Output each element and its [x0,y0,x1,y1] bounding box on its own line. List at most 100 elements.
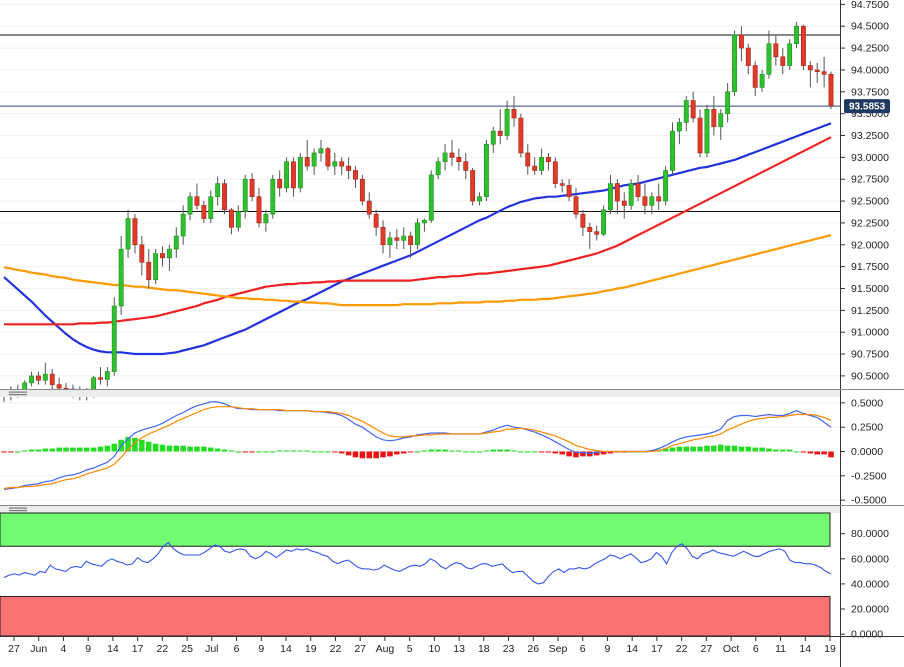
candle-body [394,237,400,241]
price-y-axis: 94.750094.500094.250094.000093.750093.50… [840,0,889,382]
x-tick-label: 19 [305,643,317,655]
candle [773,34,779,66]
macd-histogram-bar [435,449,441,452]
candle [614,179,620,215]
candle [490,126,496,153]
rsi-line-path [3,541,832,585]
candle [552,157,558,188]
macd-histogram-bar [607,451,614,454]
x-tick-label: 10 [429,643,441,655]
candle [780,48,786,75]
macd-histogram-bar [421,450,428,452]
candle [787,39,793,70]
price-tick-label: 91.0000 [851,327,889,339]
candle [718,109,724,140]
price-tick-label: 94.0000 [851,64,889,76]
x-tick-label: 6 [753,643,759,655]
x-tick-label: 22 [676,643,688,655]
x-tick-label: 27 [701,643,713,655]
candle [339,157,345,175]
candle [518,113,524,158]
macd-histogram-bar [786,449,793,452]
macd-histogram-bar [77,447,83,452]
candle [401,227,407,250]
macd-tick-label: 0.2500 [851,422,883,434]
macd-histogram-bar [476,451,483,453]
macd-histogram-bar [221,449,228,452]
candle-body [166,248,172,259]
candle-body [546,157,551,163]
candle [504,100,510,140]
candle-body [125,218,131,250]
candle [608,174,613,215]
candle [36,371,41,385]
macd-histogram-bar [318,451,324,453]
macd-gridlines [0,402,840,501]
macd-histogram-bar [662,448,669,452]
x-tick-label: 14 [626,643,638,655]
candle [111,297,117,376]
candle [415,218,420,250]
candle-body [42,373,48,381]
candle-body [566,185,572,197]
candle-body [318,148,324,154]
candle-body [291,161,296,189]
candle [656,183,662,210]
candle-body [511,108,517,119]
candle [628,179,634,210]
panel-separator-2[interactable] [0,505,840,513]
candle-body [242,178,248,212]
candle-body [311,152,317,167]
macd-histogram-bar [690,446,696,452]
macd-histogram-bar [173,445,180,452]
candle [29,371,35,387]
price-tick-label: 94.7500 [851,0,889,11]
candle [442,144,448,171]
candle [311,148,317,175]
macd-histogram-bar [283,450,290,452]
macd-histogram-bar [428,449,435,452]
candle [807,61,813,88]
candle-body [215,183,221,197]
candle [800,24,806,70]
candle [573,187,579,219]
macd-histogram-bar [373,451,379,459]
macd-histogram-bar [683,446,690,452]
candle-body [490,130,496,145]
macd-histogram-bar [676,446,683,452]
candle [711,96,717,136]
moving-average-line-1 [3,122,832,356]
macd-histogram-bar [669,447,676,452]
macd-histogram-bar [387,451,393,457]
candle-body [601,209,607,235]
candle-body [780,56,786,66]
candle-body [821,71,827,75]
macd-histogram-bar [717,444,724,452]
candle-body [773,43,779,58]
candle-body [628,183,634,206]
price-tick-label: 92.2500 [851,217,889,229]
candle [497,109,503,145]
macd-histogram-bar [828,451,834,458]
candle-body [697,117,703,154]
macd-histogram-bar [159,444,166,452]
panel-separator-1[interactable] [0,389,840,397]
macd-histogram-bar [35,449,42,452]
x-tick-label: 4 [61,643,67,655]
macd-histogram-bar [731,445,738,452]
candle-body [339,161,345,167]
macd-histogram-bar [180,445,186,452]
candle [821,56,827,88]
candle-body [256,196,262,224]
candle [228,208,234,235]
candle-body [552,161,558,184]
macd-histogram-bar [504,449,510,452]
candle-body [573,196,579,215]
macd-histogram-bar [139,439,145,452]
candle [187,192,193,221]
candle [297,152,303,193]
candle-body [187,196,193,215]
candle [738,26,744,62]
candle [346,157,352,180]
candle-body [421,219,427,224]
